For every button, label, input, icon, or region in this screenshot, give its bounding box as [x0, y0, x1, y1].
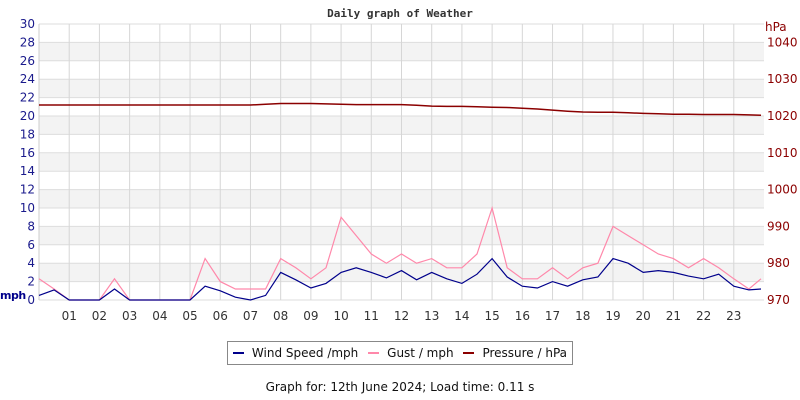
right-tick-label: 1030 [767, 72, 798, 86]
series-line-pressure [39, 102, 762, 117]
weather-chart: Daily graph of Weather mph hPa 024681012… [0, 7, 798, 323]
x-tick-label: 19 [605, 309, 620, 323]
legend-wind: Wind Speed /mph [232, 346, 359, 360]
legend-swatch [232, 352, 244, 354]
legend-swatch [368, 352, 380, 354]
x-tick-label: 15 [484, 309, 499, 323]
right-tick-label: 1010 [767, 146, 798, 160]
x-tick-label: 14 [454, 309, 469, 323]
x-tick-label: 09 [303, 309, 318, 323]
left-tick-label: 22 [20, 91, 35, 105]
left-tick-label: 26 [20, 54, 35, 68]
left-tick-label: 2 [27, 275, 35, 289]
right-tick-label: 1040 [767, 35, 798, 49]
left-axis-label: mph [0, 289, 26, 302]
series-line-wind [38, 257, 762, 301]
footer: Graph for: 12th June 2024; Load time: 0.… [265, 380, 535, 394]
x-tick-label: 01 [62, 309, 77, 323]
legend-label: Wind Speed /mph [251, 346, 359, 360]
left-tick-label: 14 [20, 164, 35, 178]
legend-swatch [463, 352, 475, 354]
left-tick-label: 28 [20, 35, 35, 49]
left-tick-label: 8 [27, 219, 35, 233]
x-tick-label: 04 [152, 309, 167, 323]
x-tick-label: 23 [726, 309, 741, 323]
right-tick-label: 1020 [767, 109, 798, 123]
x-tick-label: 10 [333, 309, 348, 323]
legend-label: Pressure / hPa [482, 346, 568, 360]
x-tick-label: 06 [213, 309, 228, 323]
right-tick-label: 970 [767, 293, 790, 307]
x-tick-label: 20 [636, 309, 651, 323]
chart-title: Daily graph of Weather [327, 7, 473, 20]
left-tick-label: 30 [20, 17, 35, 31]
series-line-gust [38, 205, 762, 301]
x-tick-label: 07 [243, 309, 258, 323]
x-tick-label: 11 [364, 309, 379, 323]
x-tick-label: 03 [122, 309, 137, 323]
right-tick-label: 990 [767, 219, 790, 233]
legend-gust: Gust / mph [368, 346, 454, 360]
left-tick-label: 16 [20, 146, 35, 160]
x-tick-label: 22 [696, 309, 711, 323]
right-tick-label: 1000 [767, 183, 798, 197]
left-tick-label: 24 [20, 72, 35, 86]
x-tick-label: 05 [182, 309, 197, 323]
x-tick-label: 17 [545, 309, 560, 323]
left-tick-label: 6 [27, 238, 35, 252]
legend: Wind Speed /mph Gust / mph Pressure / hP… [227, 341, 573, 365]
legend-pressure: Pressure / hPa [463, 346, 567, 360]
x-tick-label: 16 [515, 309, 530, 323]
legend-label: Gust / mph [387, 346, 454, 360]
left-tick-label: 12 [20, 183, 35, 197]
right-axis-label: hPa [765, 20, 787, 34]
left-tick-label: 10 [20, 201, 35, 215]
x-tick-label: 08 [273, 309, 288, 323]
left-tick-label: 18 [20, 127, 35, 141]
x-tick-label: 13 [424, 309, 439, 323]
left-tick-label: 4 [27, 256, 35, 270]
x-tick-label: 18 [575, 309, 590, 323]
left-tick-label: 0 [27, 293, 35, 307]
x-tick-label: 21 [666, 309, 681, 323]
right-tick-label: 980 [767, 256, 790, 270]
x-tick-label: 02 [92, 309, 107, 323]
x-tick-label: 12 [394, 309, 409, 323]
left-tick-label: 20 [20, 109, 35, 123]
